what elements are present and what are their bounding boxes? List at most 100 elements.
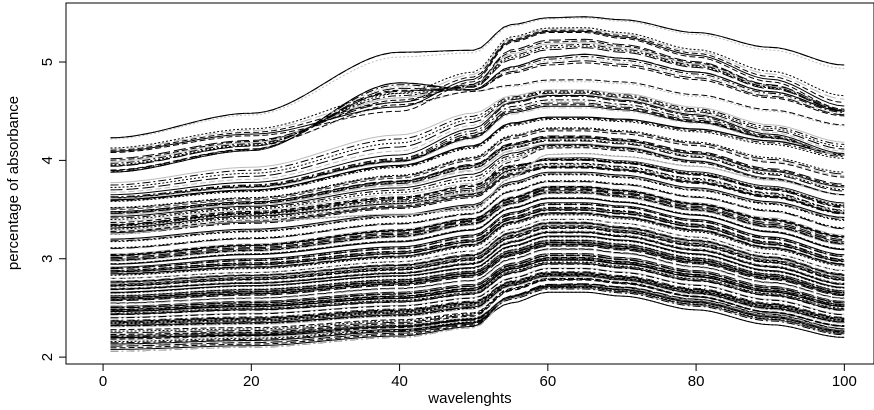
series-line [110,42,845,163]
series-line [110,101,845,198]
series-line [110,241,845,299]
series-line [110,273,845,324]
series-line [110,139,845,214]
series-line [110,227,845,287]
series-line [110,167,845,235]
y-axis-title: percentage of absorbance [5,96,22,270]
series-line [110,285,845,339]
series-line [110,17,845,140]
series-line [110,53,845,173]
series-line [110,274,845,325]
series-line [110,190,845,261]
series-line [110,279,845,335]
series-line [110,173,845,242]
series-line [110,92,845,191]
series-line [110,249,845,305]
series-line [110,152,845,235]
series-line [110,187,845,257]
series-line [110,95,845,196]
series-line [110,258,845,311]
series-line [110,206,845,271]
series-line [110,276,845,328]
series-line [110,157,845,229]
x-tick-label: 60 [539,373,556,390]
series-line [110,207,845,272]
series-line [110,273,845,323]
series-line [110,283,845,347]
x-tick-label: 40 [391,373,408,390]
series-line [110,27,845,149]
series-line [110,242,845,299]
series-line [110,166,845,234]
series-line [110,53,845,173]
series-line [110,60,845,171]
series-line [110,255,845,309]
series-line [110,117,845,202]
series-line [110,223,845,284]
series-line [110,197,845,265]
series-line [110,40,845,161]
series-line [110,172,845,240]
series-line [110,255,845,309]
series-line [110,81,845,166]
y-tick-label: 3 [39,255,56,263]
series-line [110,245,845,302]
series-line [110,30,845,152]
series-line [110,119,845,202]
series-line [110,130,845,211]
series-line [110,127,845,208]
y-axis: 2 3 4 5 [39,58,66,361]
y-tick-label: 5 [39,58,56,66]
series-layer [110,16,845,352]
series-line [110,189,845,260]
series-line [110,89,845,184]
series-line [110,214,845,276]
series-line [110,218,845,279]
series-line [110,159,845,225]
series-line [110,147,845,223]
series-line [110,116,845,201]
series-line [110,79,845,167]
series-line [110,165,845,232]
series-line [110,203,845,269]
x-axis-title: wavelenghts [427,390,511,407]
x-tick-label: 0 [99,373,107,390]
series-line [110,107,845,199]
series-line [110,138,845,214]
series-line [110,202,845,269]
series-line [110,213,845,275]
series-line [110,259,845,313]
series-line [110,164,845,231]
series-line [110,274,845,325]
series-line [110,232,845,291]
x-axis: 0 20 40 60 80 100 [99,364,857,390]
series-line [110,153,845,235]
series-line [110,28,845,150]
series-line [110,129,845,210]
series-line [110,209,845,273]
x-tick-label: 20 [243,373,260,390]
series-line [110,16,845,139]
series-line [110,285,845,341]
series-line [110,29,845,151]
series-line [110,209,845,273]
series-line [110,267,845,318]
series-line [110,192,845,261]
series-line [110,180,845,249]
y-tick-label: 2 [39,353,56,361]
series-line [110,157,845,228]
series-line [110,218,845,279]
y-tick-label: 4 [39,156,56,164]
series-line [110,62,845,171]
series-line [110,140,845,214]
series-line [110,137,845,213]
series-line [110,283,845,349]
series-line [110,93,845,193]
series-line [110,174,845,243]
series-line [110,271,845,322]
series-line [110,284,845,352]
series-line [110,275,845,326]
series-line [110,99,845,198]
series-line [110,105,845,199]
